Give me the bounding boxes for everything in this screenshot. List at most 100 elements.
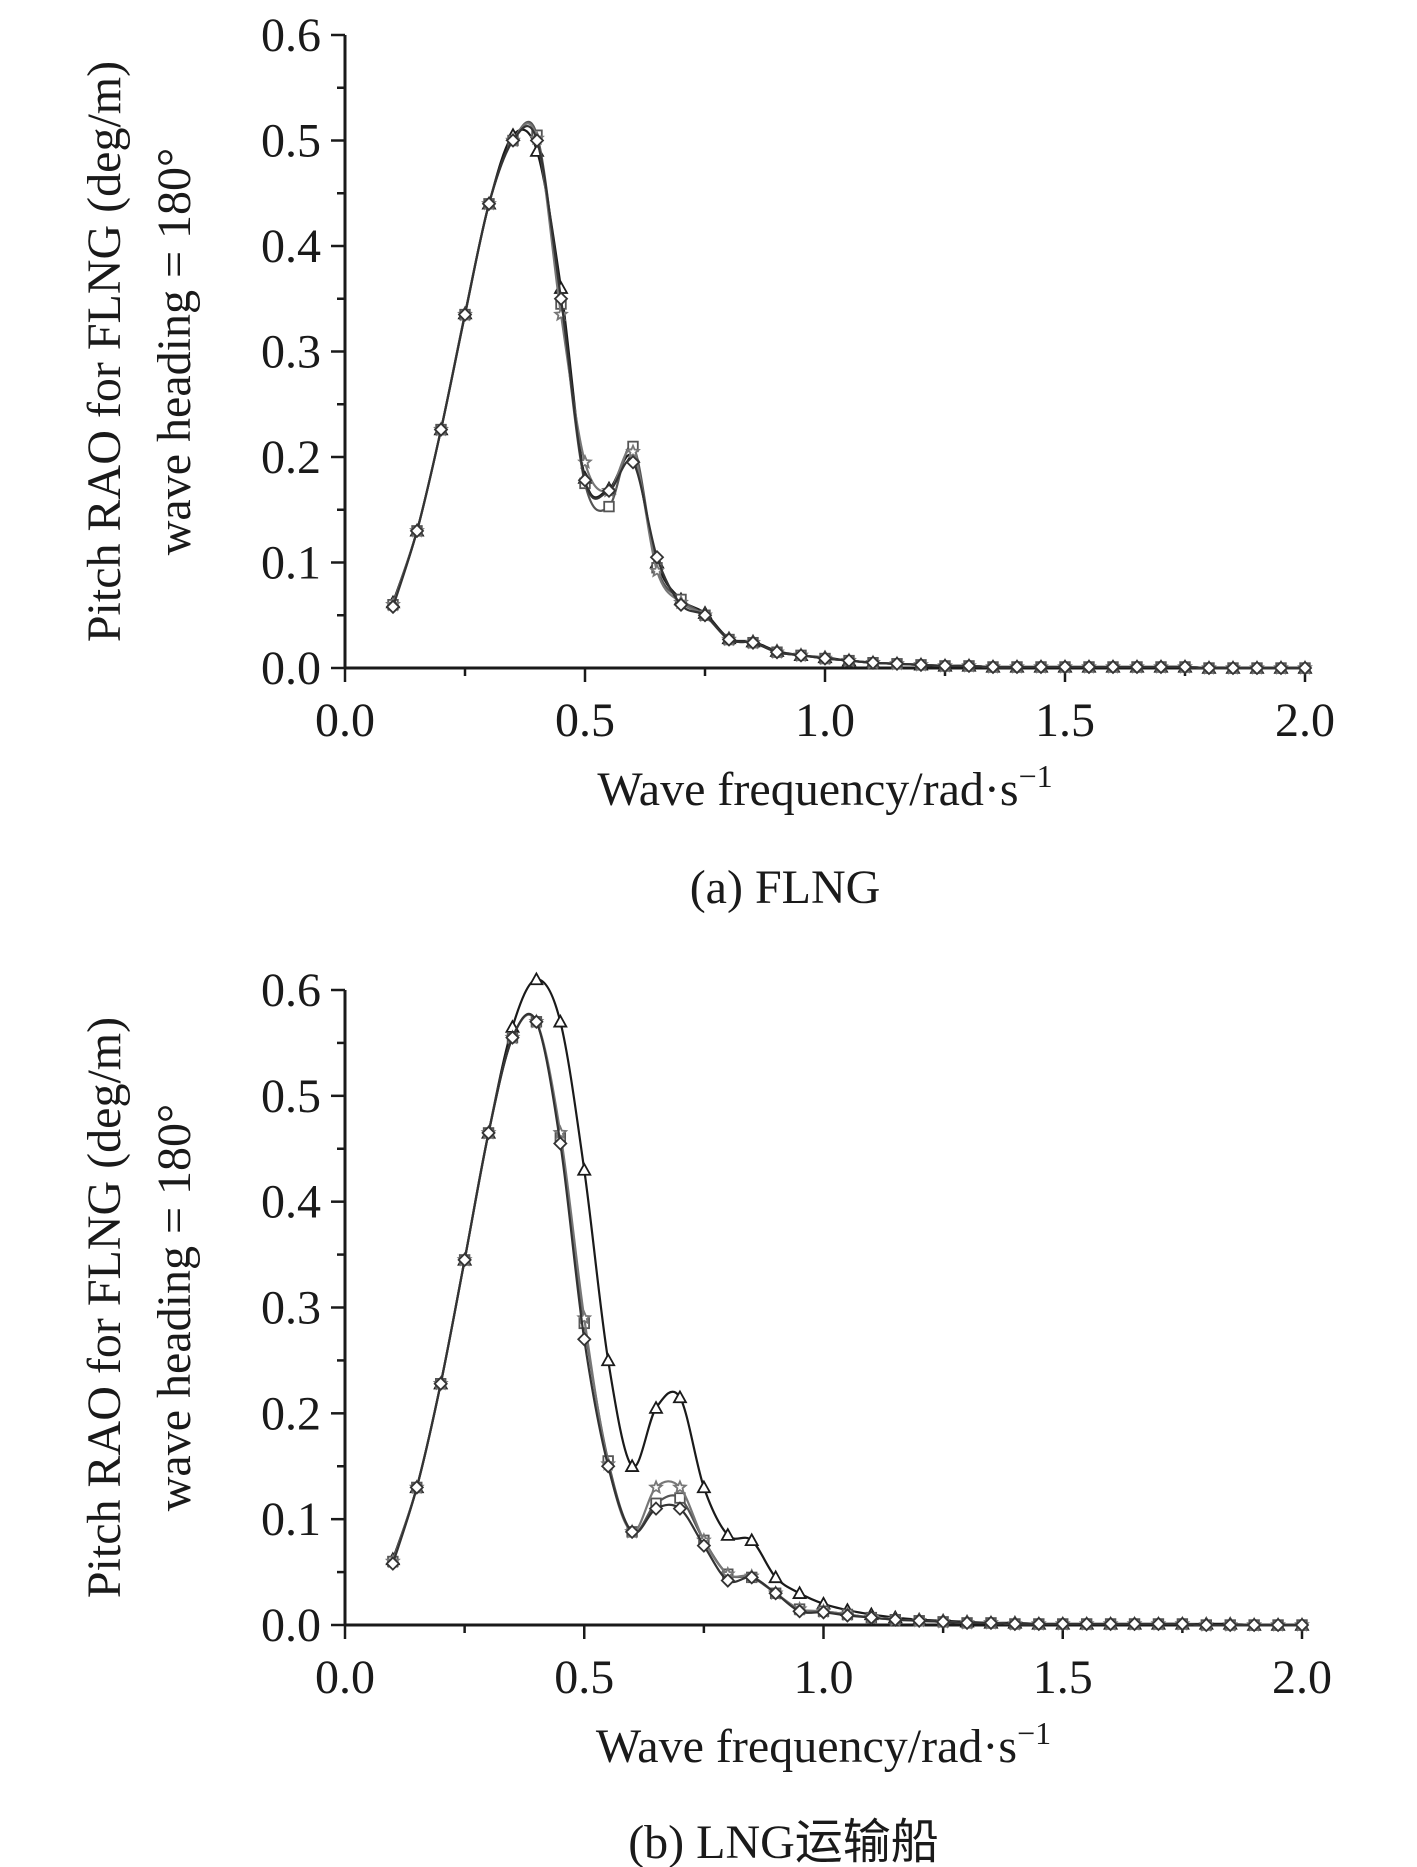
panel-caption: (a) FLNG <box>690 861 881 914</box>
data-point-diamond <box>600 1458 616 1474</box>
data-point-diamond <box>529 133 545 148</box>
data-point-diamond <box>481 1125 496 1141</box>
series-diamond <box>385 125 1313 676</box>
data-point-diamond <box>1246 1617 1262 1633</box>
y-tick-label: 0.3 <box>261 1282 321 1335</box>
data-point-diamond <box>840 1608 855 1623</box>
data-point-diamond <box>1294 1617 1310 1633</box>
y-tick-label: 0.4 <box>261 1176 321 1229</box>
data-point-star <box>672 1479 688 1495</box>
data-point-diamond <box>672 1501 688 1516</box>
data-point-triangle <box>744 1532 760 1547</box>
data-point-diamond <box>1007 1616 1023 1632</box>
data-point-diamond <box>1081 659 1097 675</box>
data-point-diamond <box>1055 1616 1071 1632</box>
y-axis-label-secondary: wave heading = 180° <box>148 148 201 555</box>
data-point-triangle <box>648 1400 664 1414</box>
y-tick-label: 0.2 <box>261 431 321 484</box>
data-point-diamond <box>625 455 641 470</box>
y-tick-label: 0.2 <box>261 1387 321 1440</box>
data-point-triangle <box>624 1458 640 1472</box>
data-point-diamond <box>1153 659 1169 675</box>
data-point-diamond <box>889 656 905 672</box>
x-axis-label: Wave frequency/rad·s−1 <box>597 758 1052 816</box>
y-tick-label: 0.1 <box>261 537 321 590</box>
data-point-diamond <box>864 1610 879 1625</box>
data-point-diamond <box>409 523 425 539</box>
data-point-diamond <box>385 1556 401 1571</box>
data-point-square <box>603 500 615 513</box>
x-tick-label: 1.0 <box>794 1651 854 1704</box>
data-point-diamond <box>983 1615 999 1631</box>
y-tick-label: 0.1 <box>261 1493 321 1546</box>
x-tick-label: 2.0 <box>1275 694 1335 747</box>
series-diamond <box>385 1013 1310 1633</box>
y-axis-label: Pitch RAO for FLNG (deg/m) <box>78 1017 131 1598</box>
data-point-diamond <box>1129 659 1145 675</box>
y-tick-label: 0.5 <box>261 1070 321 1123</box>
x-tick-label: 0.0 <box>315 694 375 747</box>
data-point-diamond <box>457 1252 472 1268</box>
data-point-diamond <box>1273 660 1289 676</box>
chart-panel-a: 0.0 0.1 0.2 0.3 0.4 0.5 0.6 0.0 0.5 1.0 1.5 2.0 Wave… <box>78 9 1335 914</box>
series-triangle <box>385 127 1313 674</box>
data-point-diamond <box>1057 659 1073 675</box>
data-point-diamond <box>433 1376 448 1391</box>
data-point-diamond <box>1127 1616 1142 1632</box>
data-point-diamond <box>913 657 929 673</box>
data-point-diamond <box>1103 1616 1118 1632</box>
series-triangle <box>385 971 1310 1631</box>
x-tick-label: 0.5 <box>554 1651 614 1704</box>
data-point-diamond <box>624 1524 640 1540</box>
data-point-diamond <box>961 658 977 674</box>
data-point-diamond <box>1033 659 1049 675</box>
series-line-diamond <box>391 125 1305 670</box>
series-star <box>385 122 1313 675</box>
x-tick-label: 2.0 <box>1272 1651 1332 1704</box>
data-point-diamond <box>505 1030 520 1045</box>
data-point-triangle <box>792 1585 808 1599</box>
data-point-diamond <box>505 133 521 148</box>
data-point-diamond <box>1225 660 1241 676</box>
series-line-triangle <box>391 128 1305 670</box>
data-point-diamond <box>553 1136 568 1151</box>
data-point-diamond <box>769 644 785 660</box>
data-point-diamond <box>1079 1616 1094 1632</box>
data-point-diamond <box>697 607 713 623</box>
data-point-diamond <box>817 651 833 666</box>
data-point-diamond <box>648 1501 664 1516</box>
data-point-diamond <box>793 648 809 663</box>
data-point-diamond <box>1151 1616 1166 1632</box>
data-point-diamond <box>937 658 953 674</box>
data-point-diamond <box>1270 1617 1286 1633</box>
y-tick-label: 0.6 <box>261 9 321 62</box>
data-point-diamond <box>1105 659 1121 675</box>
data-point-diamond <box>1222 1617 1238 1633</box>
y-axis-label-secondary: wave heading = 180° <box>148 1104 201 1511</box>
series-square <box>387 120 1311 674</box>
data-point-diamond <box>481 196 497 212</box>
data-point-diamond <box>553 291 569 307</box>
data-point-star <box>648 1479 664 1495</box>
x-tick-label: 1.0 <box>795 694 855 747</box>
data-point-diamond <box>1199 1617 1214 1633</box>
data-point-diamond <box>1177 659 1193 675</box>
data-point-diamond <box>577 472 593 488</box>
series-line-star <box>391 122 1305 670</box>
data-point-triangle <box>528 971 544 986</box>
series-line-diamond <box>391 1013 1302 1627</box>
data-point-diamond <box>744 1570 759 1585</box>
data-point-diamond <box>673 597 689 612</box>
series-line-triangle <box>391 978 1302 1627</box>
data-point-diamond <box>865 655 881 670</box>
series-line-star <box>391 1013 1302 1627</box>
data-point-diamond <box>985 659 1001 675</box>
data-point-diamond <box>720 1573 736 1588</box>
x-tick-label: 0.5 <box>555 694 615 747</box>
series-star <box>384 1013 1310 1632</box>
data-point-diamond <box>1201 660 1217 676</box>
data-point-diamond <box>888 1612 903 1627</box>
y-tick-label: 0.5 <box>261 115 321 168</box>
data-point-diamond <box>1031 1616 1047 1632</box>
